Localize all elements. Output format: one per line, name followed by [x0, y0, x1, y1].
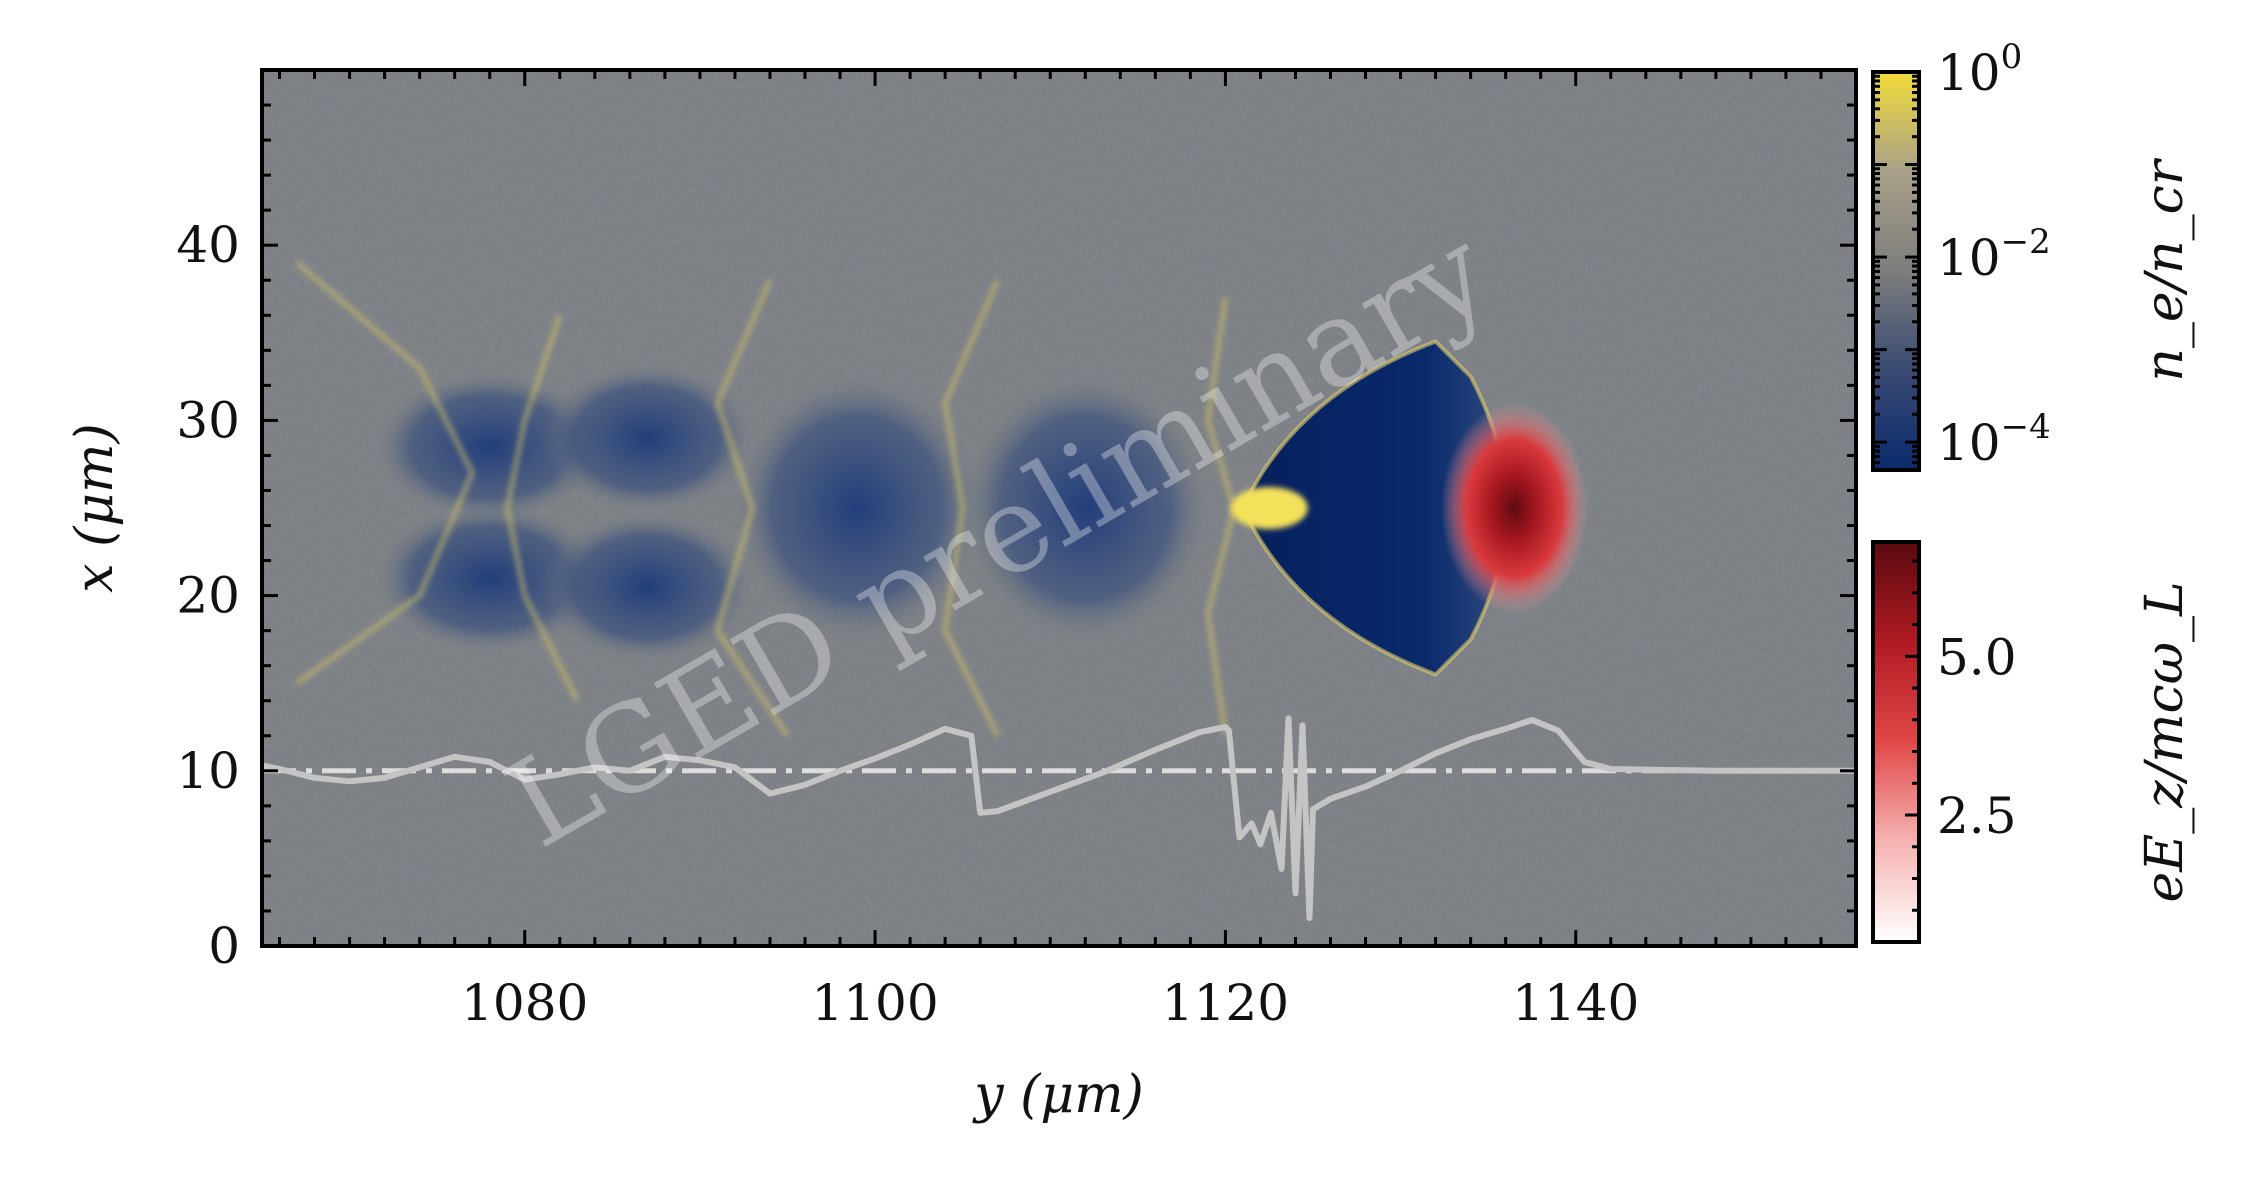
x-axis-label: y (μm) [972, 1065, 1144, 1125]
field-lineout [262, 715, 1856, 921]
cavity-4 [734, 376, 981, 640]
colorbar-field-tick-0: 5.0 [1937, 628, 2017, 686]
y-tick-label-3: 30 [176, 391, 240, 449]
y-axis-label: x (μm) [65, 423, 125, 593]
x-tick-label-1: 1100 [811, 974, 938, 1032]
colorbar-field-fill [1873, 542, 1919, 942]
colorbar-field-label: eE_z/mcω_L [2135, 581, 2195, 902]
cavity-5 [962, 376, 1208, 640]
colorbar-field: 5.0 2.5 eE_z/mcω_L [1871, 540, 2195, 944]
colorbar-density-tick-1: 10−2 [1937, 222, 2051, 287]
cavity-1 [375, 504, 604, 652]
colorbar-density-ticks: 100 10−2 10−4 [1873, 37, 2051, 472]
filament-0 [295, 260, 475, 686]
filament-2 [714, 279, 790, 738]
y-axis-ticks: 0 10 20 30 40 [176, 68, 1856, 975]
electron-bunch [1230, 486, 1308, 530]
y-tick-label-4: 40 [176, 216, 240, 274]
cavity-2 [542, 364, 753, 512]
y-tick-label-1: 10 [176, 742, 240, 800]
x-tick-label-2: 1120 [1162, 974, 1289, 1032]
colorbar-field-frame [1871, 540, 1921, 944]
cavity-3 [542, 513, 753, 661]
y-tick-label-0: 0 [208, 917, 240, 975]
y-tick-label-2: 20 [176, 567, 240, 625]
bubble-cavity [1242, 341, 1506, 675]
cavity-0 [375, 373, 604, 521]
colorbar-density: 100 10−2 10−4 n_e/n_cr [1871, 37, 2195, 472]
colorbar-density-tick-0: 100 [1937, 37, 2022, 102]
laser-pulse [1440, 402, 1588, 614]
plot-area [262, 70, 1856, 946]
colorbar-field-tick-1: 2.5 [1937, 787, 2017, 845]
pulse-spot [1440, 402, 1588, 614]
colorbar-density-tick-2: 10−4 [1937, 407, 2051, 472]
plasma-cavities [375, 364, 1208, 661]
colorbar-density-fill [1873, 72, 1919, 470]
plot-frame [260, 68, 1858, 948]
colorbar-field-ticks: 5.0 2.5 [1905, 559, 2017, 944]
filament-3 [942, 279, 1000, 737]
x-axis-ticks: 1080 1100 1120 1140 [278, 70, 1858, 1032]
colorbar-density-label: n_e/n_cr [2135, 157, 2195, 381]
filament-1 [504, 314, 580, 702]
x-tick-label-0: 1080 [461, 974, 588, 1032]
x-tick-label-3: 1140 [1512, 974, 1639, 1032]
